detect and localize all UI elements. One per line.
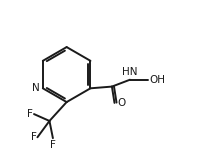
Text: F: F <box>27 109 33 119</box>
Text: F: F <box>50 140 56 150</box>
Text: OH: OH <box>150 75 166 85</box>
Text: O: O <box>118 98 126 108</box>
Text: N: N <box>32 83 40 93</box>
Text: HN: HN <box>122 67 138 77</box>
Text: F: F <box>31 132 36 142</box>
